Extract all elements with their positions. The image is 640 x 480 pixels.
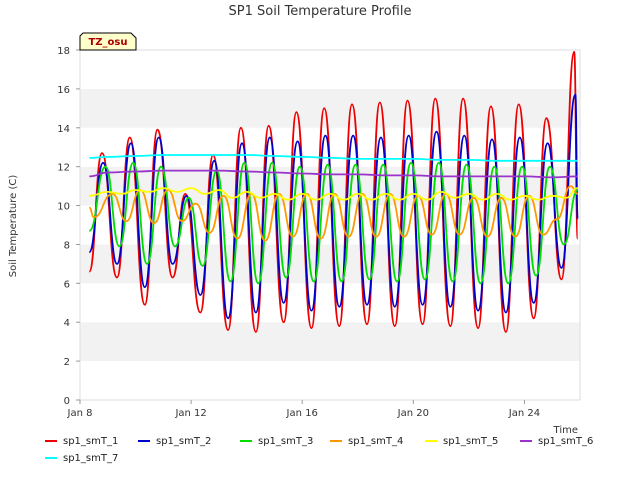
x-tick-label: Jan 12 xyxy=(174,408,206,419)
grid-band xyxy=(80,361,580,400)
y-tick-label: 16 xyxy=(57,85,70,96)
grid-band xyxy=(80,244,580,284)
x-tick-label: Jan 20 xyxy=(397,408,429,419)
legend-label-sp1_smT_7: sp1_smT_7 xyxy=(63,453,118,464)
series-line-sp1_smT_2 xyxy=(88,93,579,320)
tz-badge: TZ_osu xyxy=(79,32,137,51)
y-tick-label: 12 xyxy=(57,163,70,174)
series-lines xyxy=(88,50,579,333)
grid-band xyxy=(80,322,580,362)
x-axis: Jan 8 Jan 12 Jan 16 Jan 20 Jan 24 xyxy=(67,400,540,419)
legend-label-sp1_smT_4: sp1_smT_4 xyxy=(348,436,403,447)
grid-bands xyxy=(80,50,580,400)
grid-band xyxy=(80,88,580,128)
series-line-sp1_smT_5 xyxy=(89,187,578,201)
y-tick-label: 14 xyxy=(57,124,70,135)
y-tick-label: 8 xyxy=(64,240,70,251)
series-line-sp1_smT_4 xyxy=(88,185,578,242)
x-tick-label: Jan 16 xyxy=(286,408,318,419)
x-tick-label: Jan 8 xyxy=(67,408,93,419)
series-line-sp1_smT_6 xyxy=(89,169,578,179)
tz-badge-label: TZ_osu xyxy=(88,37,127,48)
legend-label-sp1_smT_5: sp1_smT_5 xyxy=(443,436,498,447)
y-tick-label: 4 xyxy=(64,318,70,329)
x-tick-label: Jan 24 xyxy=(508,408,540,419)
legend-label-sp1_smT_1: sp1_smT_1 xyxy=(63,436,118,447)
legend-label-sp1_smT_2: sp1_smT_2 xyxy=(156,436,211,447)
y-tick-label: 2 xyxy=(64,357,70,368)
series-line-sp1_smT_1 xyxy=(88,50,579,333)
x-axis-label: Time xyxy=(553,425,578,436)
series-line-sp1_smT_7 xyxy=(89,154,578,162)
y-axis: 0 2 4 6 8 10 12 14 16 18 xyxy=(57,46,80,407)
legend-label-sp1_smT_3: sp1_smT_3 xyxy=(258,436,313,447)
grid-band xyxy=(80,205,580,245)
legend: sp1_smT_1 sp1_smT_2 sp1_smT_3 sp1_smT_4 sp1_… xyxy=(45,436,593,464)
chart-title: SP1 Soil Temperature Profile xyxy=(229,4,412,19)
y-axis-label: Soil Temperature (C) xyxy=(8,175,19,278)
series-line-sp1_smT_3 xyxy=(88,161,579,285)
plot-frame xyxy=(79,49,581,401)
y-tick-label: 6 xyxy=(64,279,70,290)
y-tick-label: 18 xyxy=(57,46,70,57)
grid-band xyxy=(80,50,580,89)
legend-label-sp1_smT_6: sp1_smT_6 xyxy=(538,436,593,447)
plot-border xyxy=(79,49,581,401)
y-tick-label: 10 xyxy=(57,202,70,213)
y-tick-label: 0 xyxy=(64,396,70,407)
grid-band xyxy=(80,283,580,323)
